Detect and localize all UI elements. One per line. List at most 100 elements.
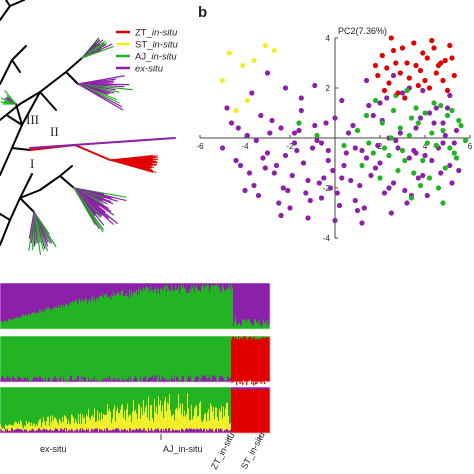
- scatter-point: [408, 115, 415, 121]
- scatter-point: [352, 197, 358, 204]
- scatter-point: [399, 147, 406, 154]
- scatter-point: [388, 35, 394, 41]
- scatter-point: [453, 155, 460, 161]
- scatter-point: [375, 72, 381, 79]
- scatter-point: [370, 112, 376, 119]
- scatter-point: [395, 145, 401, 151]
- scatter-point: [271, 47, 277, 54]
- scatter-point: [456, 167, 462, 174]
- scatter-point: [447, 92, 453, 99]
- scatter-point: [316, 180, 322, 186]
- scatter-point: [395, 90, 401, 96]
- x-tick-label: 4: [423, 142, 428, 151]
- scatter-point: [440, 127, 446, 134]
- scatter-point: [267, 130, 273, 136]
- scatter-point: [298, 95, 304, 101]
- scatter-point: [393, 60, 399, 66]
- scatter-point: [278, 212, 284, 219]
- scatter-point: [377, 100, 383, 106]
- scatter-point: [422, 77, 428, 84]
- group-label-zt-in-situ: ZT_in-situ: [209, 431, 237, 471]
- scatter-point: [381, 145, 388, 151]
- scatter-point: [345, 130, 352, 136]
- scatter-point: [381, 190, 388, 196]
- scatter-point: [426, 175, 433, 181]
- scatter-point: [444, 112, 451, 119]
- scatter-point: [226, 50, 232, 56]
- scatter-point: [415, 120, 421, 126]
- scatter-point: [379, 120, 385, 126]
- scatter-point: [323, 120, 329, 126]
- clade-label-i: I: [30, 156, 34, 171]
- scatter-point: [264, 150, 271, 156]
- scatter-point: [330, 167, 336, 174]
- scatter-point: [411, 40, 417, 46]
- scatter-point: [249, 90, 255, 96]
- x-tick-label: -6: [196, 142, 204, 151]
- scatter-point: [433, 70, 439, 76]
- x-tick-label: 6: [468, 142, 473, 151]
- scatter-point: [361, 205, 367, 211]
- scatter-point: [442, 165, 448, 171]
- group-label-ex-situ: ex-situ: [40, 444, 67, 454]
- scatter-point: [357, 182, 363, 189]
- scatter-point: [327, 185, 334, 191]
- scatter-point: [433, 142, 439, 149]
- scatter-point: [444, 87, 451, 94]
- scatter-point: [309, 145, 316, 151]
- scatter-point: [386, 152, 392, 159]
- scatter-point: [264, 70, 271, 76]
- scatter-point: [429, 130, 435, 136]
- scatter-point: [440, 200, 446, 206]
- clade-label-iii: III: [26, 112, 39, 127]
- scatter-point: [273, 162, 280, 169]
- panel-b-label: b: [198, 4, 207, 21]
- scatter-point: [451, 72, 457, 79]
- scatter-point: [278, 125, 284, 131]
- scatter-point: [426, 85, 433, 91]
- legend-entry: AJ_in-situ: [135, 52, 177, 63]
- scatter-point: [447, 42, 453, 49]
- scatter-point: [282, 85, 289, 91]
- scatter-point: [366, 140, 372, 146]
- legend-entry: ST_in-situ: [135, 40, 178, 51]
- scatter-point: [424, 140, 430, 146]
- scatter-point: [399, 90, 406, 96]
- scatter-point: [413, 125, 419, 131]
- scatter-point: [435, 185, 442, 191]
- scatter-point: [420, 157, 426, 164]
- scatter-point: [289, 172, 295, 179]
- scatter-point: [359, 147, 365, 154]
- scatter-point: [377, 175, 383, 181]
- scatter-point: [451, 140, 457, 146]
- y-tick-label: -4: [323, 234, 331, 243]
- scatter-point: [406, 155, 412, 161]
- scatter-point: [325, 157, 331, 164]
- scatter-point: [402, 95, 408, 101]
- scatter-point: [282, 152, 289, 159]
- scatter-point: [291, 130, 298, 136]
- scatter-point: [406, 132, 412, 139]
- scatter-point: [219, 77, 226, 84]
- scatter-point: [235, 125, 241, 131]
- scatter-point: [388, 135, 394, 141]
- scatter-point: [363, 155, 370, 161]
- scatter-point: [370, 150, 376, 156]
- scatter-point: [366, 102, 372, 109]
- scatter-point: [413, 150, 419, 156]
- scatter-point: [390, 72, 397, 79]
- scatter-point: [332, 115, 338, 121]
- scatter-point: [336, 202, 343, 209]
- scatter-point: [431, 120, 437, 126]
- scatter-point: [442, 132, 448, 139]
- scatter-point: [258, 112, 264, 119]
- scatter-point: [404, 60, 410, 66]
- scatter-point: [420, 87, 426, 94]
- scatter-point: [244, 132, 250, 139]
- phylogenetic-tree: [0, 0, 176, 255]
- y-tick-label: 2: [326, 84, 331, 93]
- x-tick-label: -2: [286, 142, 294, 151]
- group-label-aj-in-situ: AJ_in-situ: [163, 444, 203, 454]
